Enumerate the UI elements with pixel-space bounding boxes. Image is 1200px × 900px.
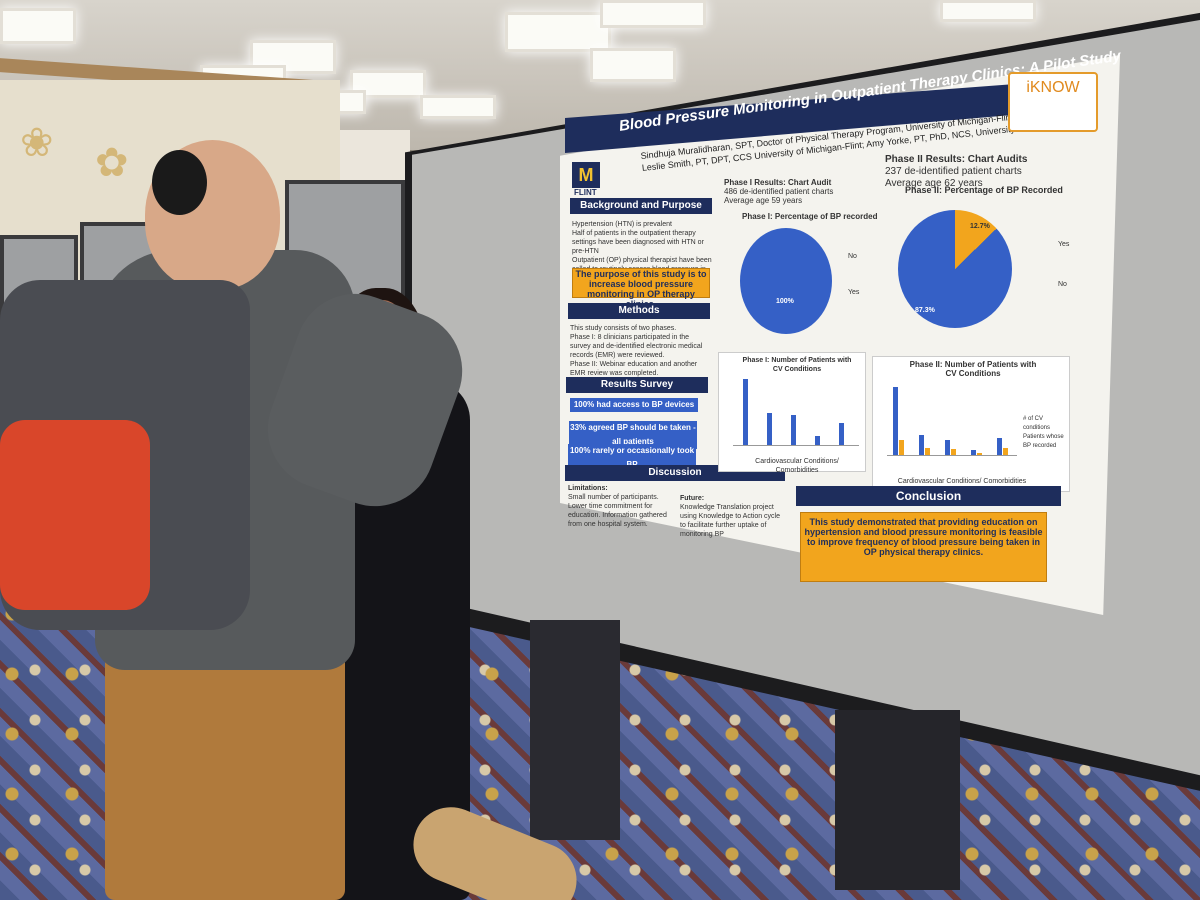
conclusion-box: This study demonstrated that providing e… <box>800 512 1047 582</box>
bar2-legend-item: # of CV conditions <box>1023 416 1051 431</box>
bar2-bar <box>925 448 930 455</box>
bar2-title: Phase II: Number of Patients with CV Con… <box>909 360 1037 378</box>
pie2-label-no: 87.3% <box>915 307 935 314</box>
person-legs-background <box>530 620 620 840</box>
background-heading: Background and Purpose <box>570 198 712 214</box>
bar2-plot-area <box>887 383 1017 456</box>
pie1-label: 100% <box>776 298 794 305</box>
iknow-badge: iKNOW <box>1008 72 1098 132</box>
results-survey-heading: Results Survey <box>566 377 708 393</box>
future-label: Future: <box>680 495 705 502</box>
flower-decoration: ❀ <box>20 121 54 165</box>
pie2-legend-item: No <box>1058 281 1067 288</box>
methods-line: Phase II: Webinar education and another … <box>570 361 698 377</box>
ceiling-light <box>505 12 611 52</box>
bar1-bar <box>839 423 844 445</box>
methods-heading: Methods <box>568 303 710 319</box>
phase2-heading: Phase II Results: Chart Audits <box>885 154 1028 165</box>
pie2-chart <box>898 210 1012 328</box>
phase1-results: Phase I Results: Chart Audit 486 de-iden… <box>724 178 874 205</box>
future-text: Knowledge Translation project using Know… <box>680 504 781 538</box>
bar2-legend: # of CV conditions Patients whose BP rec… <box>1023 415 1067 451</box>
pie2-label-yes: 12.7% <box>970 223 990 230</box>
bar1-bar <box>767 413 772 445</box>
bar1-bar <box>743 379 748 445</box>
phase1-point: Average age 59 years <box>724 196 803 205</box>
bar1-title: Phase I: Number of Patients with CV Cond… <box>742 357 852 373</box>
phase2-results: Phase II Results: Chart Audits 237 de-id… <box>885 154 1085 190</box>
bar1-chart: Phase I: Number of Patients with CV Cond… <box>718 352 866 474</box>
phase1-heading: Phase I Results: Chart Audit <box>724 178 832 187</box>
phase2-point: Average age 62 years <box>885 178 983 189</box>
bar1-bar <box>815 435 820 445</box>
result-item: 100% had access to BP devices <box>570 398 698 412</box>
bar2-bar <box>997 438 1002 455</box>
bar1-bar <box>791 414 796 445</box>
phase1-point: 486 de-identified patient charts <box>724 187 834 196</box>
bar1-plot-area <box>733 375 859 446</box>
university-logo: M <box>572 162 600 188</box>
person-legs-background <box>835 710 960 890</box>
ceiling-light <box>420 95 496 119</box>
bar2-chart: Phase II: Number of Patients with CV Con… <box>872 356 1070 492</box>
methods-line: Phase I: 8 clinicians participated in th… <box>570 334 703 359</box>
pie1-legend-item: Yes <box>848 289 860 296</box>
bullet-point: Half of patients in the outpatient thera… <box>572 230 704 255</box>
pie1-chart <box>740 228 832 334</box>
methods-line: This study consists of two phases. <box>570 325 677 332</box>
pie1-title: Phase I: Percentage of BP recorded <box>742 212 878 221</box>
pie1-legend-item: No <box>848 253 857 260</box>
pie2-title: Phase II: Percentage of BP Recorded <box>905 185 1063 195</box>
bar2-bar <box>893 387 898 455</box>
backpack-pocket <box>0 420 150 610</box>
headphones <box>152 150 207 215</box>
logo-letter: M <box>578 165 594 185</box>
bar2-xlabel: Cardiovascular Conditions/ Comorbidities <box>897 478 1027 485</box>
ceiling-light <box>600 0 706 28</box>
bullet-point: Hypertension (HTN) is prevalent <box>572 221 672 228</box>
logo-sub: FLINT <box>574 188 597 197</box>
phase2-point: 237 de-identified patient charts <box>885 166 1022 177</box>
bar2-legend-item: Patients whose BP recorded <box>1023 434 1064 449</box>
bar2-bar <box>971 449 976 455</box>
limitations-label: Limitations: <box>568 485 608 492</box>
flower-decoration: ✿ <box>95 141 129 185</box>
purpose-box: The purpose of this study is to increase… <box>572 268 710 309</box>
bar2-bar <box>919 434 924 455</box>
conclusion-heading: Conclusion <box>796 486 1061 506</box>
pie2-legend-item: Yes <box>1058 241 1070 248</box>
future-work: Future: Knowledge Translation project us… <box>680 494 780 539</box>
bar2-bar <box>977 452 982 455</box>
bar2-bar <box>899 440 904 455</box>
ceiling-light <box>350 70 426 98</box>
bar1-xlabel: Cardiovascular Conditions/ Comorbidities <box>755 458 839 474</box>
bar2-bar <box>945 440 950 455</box>
ceiling-light <box>940 0 1036 22</box>
limitations: Limitations: Small number of participant… <box>568 484 668 529</box>
ceiling-light <box>590 48 676 82</box>
methods-text: This study consists of two phases. Phase… <box>570 324 710 378</box>
bar2-bar <box>951 448 956 455</box>
interviewer-pants <box>105 640 345 900</box>
ceiling-light <box>0 8 76 44</box>
bar2-bar <box>1003 448 1008 455</box>
limitations-text: Small number of participants. Lower time… <box>568 494 667 528</box>
